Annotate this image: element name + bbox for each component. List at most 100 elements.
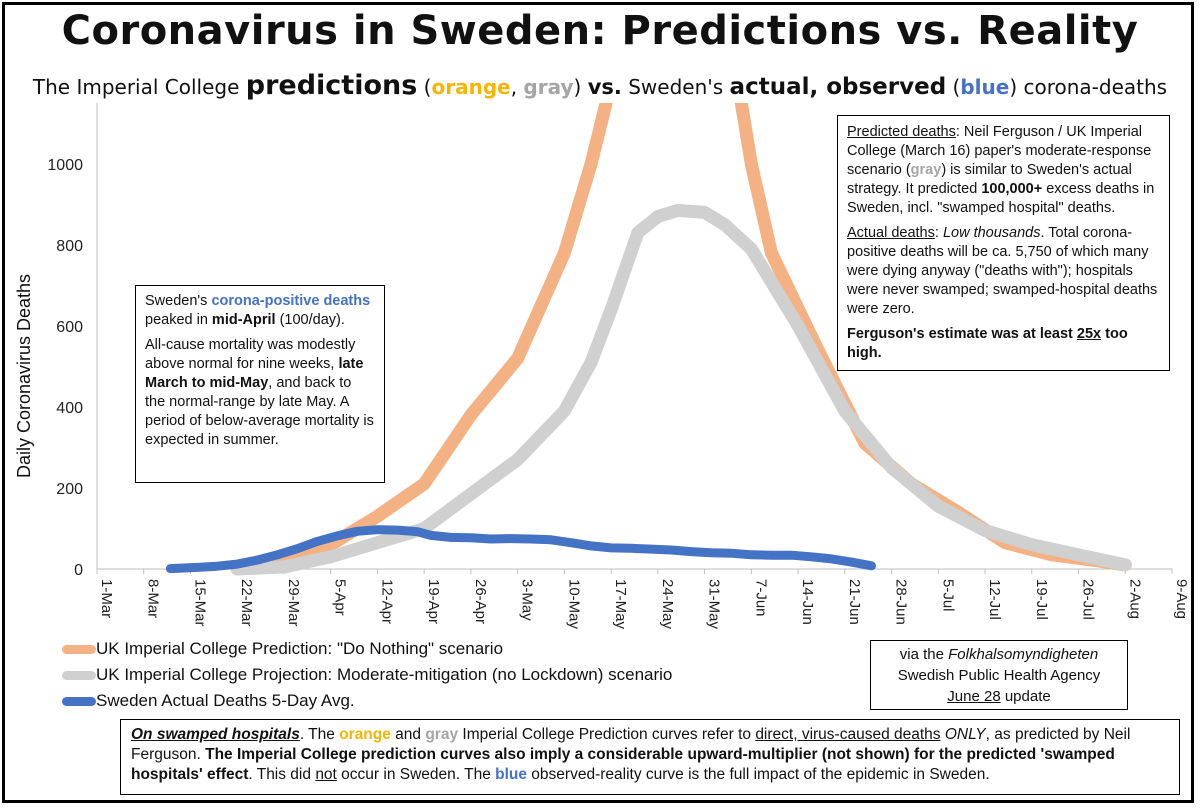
x-tick-label: 10-May (565, 579, 582, 630)
x-tick-label: 19-Jul (1033, 579, 1050, 620)
note-text: ) is similar to Sweden's actual strategy… (847, 162, 1132, 197)
subtitle-paren-close2: ) corona-deaths (1009, 75, 1168, 99)
bottom-text: and (390, 726, 426, 743)
note-text: . Total corona-positive deaths will be c… (847, 225, 1158, 317)
note-text: excess deaths in Sweden, incl. "swamped … (847, 181, 1155, 216)
x-tick-label: 1-Mar (98, 579, 115, 618)
legend-label: UK Imperial College Prediction: "Do Noth… (96, 639, 504, 658)
note-mortality-paragraph: All-cause mortality was modestly above n… (145, 336, 375, 450)
x-tick-label: 2-Aug (1126, 579, 1143, 619)
x-tick-label: 29-Mar (285, 579, 302, 627)
x-tick-label: 8-Mar (145, 579, 162, 618)
subtitle-blue: blue (960, 75, 1010, 99)
legend-item-moderate: UK Imperial College Projection: Moderate… (62, 662, 672, 688)
bottom-not: not (315, 766, 337, 783)
legend-item-do-nothing: UK Imperial College Prediction: "Do Noth… (62, 636, 672, 662)
source-agency-swedish: Folkhalsomyndigheten (948, 646, 1099, 663)
note-text: peaked in (145, 312, 212, 328)
subtitle-vs: vs. (587, 75, 622, 99)
note-text: , and back to the normal-range by late M… (145, 375, 374, 448)
x-tick-label: 24-May (659, 579, 676, 630)
bottom-text: . The (299, 726, 340, 743)
subtitle-comma: , (510, 75, 524, 99)
x-tick-label: 28-Jun (893, 579, 910, 625)
source-text: via the (899, 646, 949, 663)
chart-title: Coronavirus in Sweden: Predictions vs. R… (61, 8, 1139, 54)
note-25x: 25x (1076, 326, 1102, 342)
bottom-only: ONLY (944, 726, 986, 743)
legend-item-actual: Sweden Actual Deaths 5-Day Avg. (62, 688, 672, 714)
source-date: June 28 (947, 688, 1001, 705)
x-tick-label: 3-May (519, 579, 536, 621)
note-text: : Neil Ferguson / UK Imperial College (M… (847, 124, 1152, 178)
note-predicted-paragraph: Predicted deaths: Neil Ferguson / UK Imp… (847, 123, 1160, 218)
x-tick-label: 14-Jun (799, 579, 816, 625)
y-tick-label: 800 (56, 238, 83, 255)
y-tick-label: 1000 (47, 157, 83, 174)
source-line3: June 28 update (871, 686, 1127, 707)
bottom-blue: blue (495, 766, 527, 783)
note-low-thousands: Low thousands (942, 225, 1041, 241)
bottom-label: On swamped hospitals (131, 726, 300, 743)
note-peak-paragraph: Sweden's corona-positive deaths peaked i… (145, 292, 375, 330)
note-corona-positive-deaths: corona-positive deaths (211, 293, 371, 309)
bottom-multiplier-text: The Imperial College prediction curves a… (131, 746, 1115, 783)
bottom-text: observed-reality curve is the full impac… (527, 766, 990, 783)
subtitle-gray: gray (523, 75, 574, 99)
source-text: update (1000, 688, 1051, 705)
subtitle-paren-open2: ( (946, 75, 961, 99)
x-tick-label: 26-Apr (472, 579, 489, 624)
x-tick-label: 9-Aug (1173, 579, 1190, 619)
y-tick-label: 0 (74, 562, 83, 579)
subtitle-predictions: predictions (245, 70, 418, 101)
note-predicted-label: Predicted deaths (847, 124, 956, 140)
note-text: : (934, 225, 943, 241)
sweden-peak-note: Sweden's corona-positive deaths peaked i… (135, 285, 385, 483)
bottom-text: Imperial College Prediction curves refer… (458, 726, 756, 743)
legend-label: UK Imperial College Projection: Moderate… (96, 665, 673, 684)
x-tick-label: 5-Jul (939, 579, 956, 612)
note-text: Ferguson's estimate was at least (847, 326, 1077, 342)
note-text: too high. (847, 326, 1128, 361)
bottom-text: occur in Sweden. The (336, 766, 496, 783)
note-100000: 100,000+ (981, 181, 1043, 197)
predicted-vs-actual-note: Predicted deaths: Neil Ferguson / UK Imp… (837, 115, 1170, 371)
x-tick-label: 5-Apr (332, 579, 349, 616)
source-box: via the Folkhalsomyndigheten Swedish Pub… (870, 640, 1128, 710)
swamped-hospitals-note: On swamped hospitals. The orange and gra… (120, 719, 1180, 795)
x-tick-label: 21-Jun (846, 579, 863, 625)
note-text: All-cause mortality was modestly above n… (145, 337, 356, 372)
source-line2: Swedish Public Health Agency (897, 667, 1101, 684)
x-tick-label: 17-May (612, 579, 629, 630)
note-actual-label: Actual deaths (847, 225, 935, 241)
x-tick-label: 31-May (706, 579, 723, 630)
bottom-orange: orange (339, 726, 391, 743)
x-tick-label: 12-Apr (378, 579, 395, 624)
chart-subtitle: The Imperial College predictions (orange… (0, 70, 1200, 101)
note-text: (100/day). (275, 312, 345, 328)
y-tick-label: 600 (56, 319, 83, 336)
legend-swatch-gray (62, 670, 96, 680)
y-tick-label: 400 (56, 400, 83, 417)
subtitle-part1: The Imperial College (32, 75, 246, 99)
note-mid-april: mid-April (211, 312, 276, 328)
y-tick-label: 200 (56, 481, 83, 498)
chart-legend: UK Imperial College Prediction: "Do Noth… (62, 636, 672, 714)
source-line1: via the Folkhalsomyndigheten (871, 644, 1127, 665)
subtitle-part2: Sweden's (621, 75, 730, 99)
bottom-text: . This did (248, 766, 316, 783)
x-tick-label: 12-Jul (986, 579, 1003, 620)
bottom-direct-deaths: direct, virus-caused deaths (755, 726, 941, 743)
x-tick-label: 15-Mar (191, 579, 208, 627)
subtitle-paren-open: ( (417, 75, 432, 99)
note-text: Sweden's (145, 293, 212, 309)
legend-swatch-blue (62, 696, 96, 706)
bottom-text: , as predicted by Neil Ferguson. (131, 726, 1131, 763)
x-tick-label: 26-Jul (1080, 579, 1097, 620)
y-axis-label: Daily Coronavirus Deaths (14, 274, 34, 478)
x-tick-label: 7-Jun (752, 579, 769, 617)
note-ferguson-paragraph: Ferguson's estimate was at least 25x too… (847, 325, 1160, 363)
x-tick-label: 22-Mar (238, 579, 255, 627)
subtitle-paren-close: ) (573, 75, 588, 99)
